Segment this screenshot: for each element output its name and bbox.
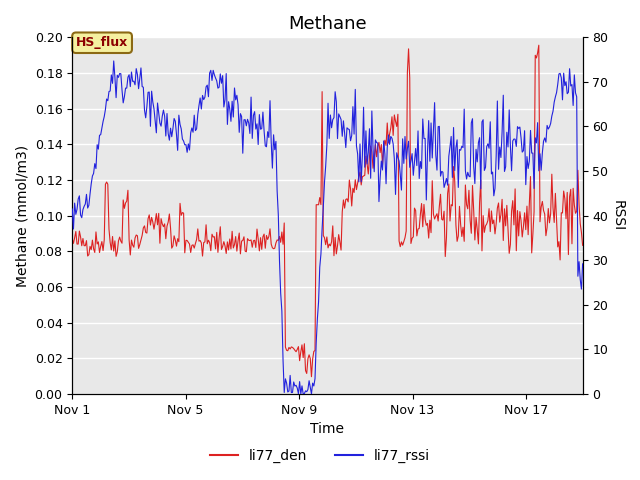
X-axis label: Time: Time [310,422,344,436]
Legend: li77_den, li77_rssi: li77_den, li77_rssi [204,443,436,468]
Text: HS_flux: HS_flux [76,36,128,49]
Y-axis label: RSSI: RSSI [611,200,625,231]
Y-axis label: Methane (mmol/m3): Methane (mmol/m3) [15,144,29,287]
Title: Methane: Methane [288,15,367,33]
